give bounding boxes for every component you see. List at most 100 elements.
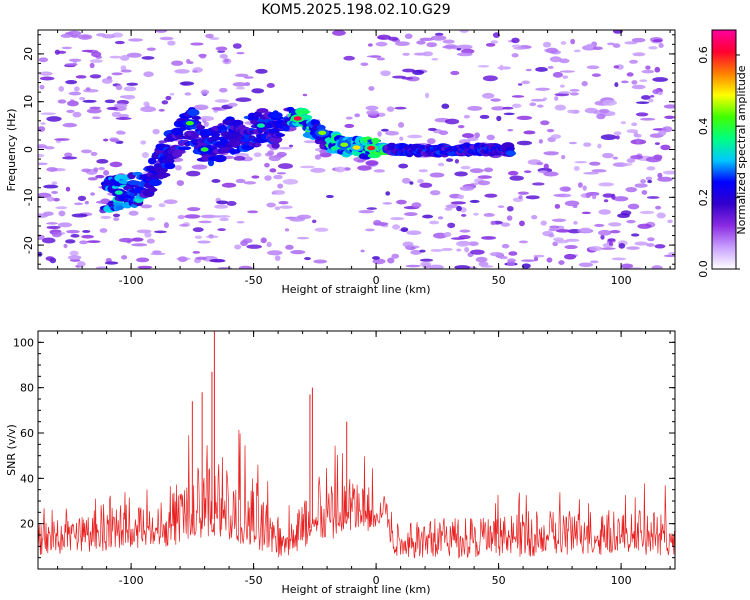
spectrogram-noise-blob — [81, 234, 94, 239]
spectrogram-noise-blob — [128, 210, 139, 216]
spectrogram-noise-blob — [314, 227, 329, 232]
y-tick-label: -10 — [22, 188, 35, 206]
spectrogram-noise-blob — [589, 161, 601, 166]
spectrogram-noise-blob — [548, 227, 558, 232]
spectrogram-noise-blob — [582, 185, 587, 191]
spectrogram-noise-blob — [124, 95, 136, 100]
spectrogram-noise-blob — [69, 250, 79, 256]
spectrogram-noise-blob — [113, 216, 120, 222]
spectrogram-noise-blob — [245, 155, 251, 162]
spectrogram-noise-blob — [546, 47, 558, 54]
spectrogram-noise-blob — [469, 199, 480, 203]
spectrogram-noise-blob — [491, 106, 506, 111]
spectrogram-noise-blob — [645, 176, 653, 181]
spectrogram-noise-blob — [39, 84, 45, 90]
spectrogram-noise-blob — [334, 166, 346, 173]
spectrogram-signal-blob — [157, 172, 171, 178]
spectrogram-noise-blob — [612, 30, 623, 34]
spectrogram-noise-blob — [79, 240, 88, 245]
spectrogram-signal-blob — [209, 135, 221, 141]
spectrogram-noise-blob — [205, 33, 214, 39]
spectrogram-noise-blob — [639, 79, 648, 83]
spectrogram-noise-blob — [554, 96, 559, 101]
spectrogram-noise-blob — [625, 186, 638, 193]
spectrogram-noise-blob — [46, 196, 55, 202]
spectrogram-hot-core — [256, 123, 265, 128]
spectrogram-noise-blob — [111, 72, 123, 76]
spectrogram-noise-blob — [444, 118, 460, 125]
spectrogram-signal-blob — [207, 159, 215, 167]
spectrogram-noise-blob — [611, 257, 627, 261]
spectrogram-signal-blob — [212, 154, 227, 163]
spectrogram-x-axis: -100 -50 0 50 100 — [57, 30, 671, 287]
spectrogram-noise-blob — [412, 69, 425, 76]
spectrogram-noise-blob — [657, 176, 673, 182]
spectrogram-noise-blob — [635, 101, 650, 104]
spectrogram-noise-blob — [602, 99, 617, 106]
spectrogram-noise-blob — [525, 195, 540, 200]
spectrogram-noise-blob — [171, 60, 184, 66]
spectrogram-noise-blob — [185, 170, 201, 177]
spectrogram-noise-blob — [639, 117, 656, 121]
spectrogram-noise-blob — [51, 190, 58, 195]
spectrogram-noise-blob — [558, 91, 571, 94]
spectrogram-noise-blob — [543, 163, 549, 170]
spectrogram-noise-blob — [77, 261, 86, 267]
spectrogram-noise-blob — [546, 257, 553, 263]
spectrogram-noise-blob — [518, 195, 523, 200]
spectrogram-noise-blob — [77, 195, 87, 201]
snr-highlight-spikes — [191, 331, 348, 529]
spectrogram-noise-blob — [106, 106, 119, 111]
spectrogram-noise-blob — [394, 106, 407, 110]
spectrogram-noise-blob — [193, 104, 209, 111]
spectrogram-noise-blob — [454, 265, 471, 269]
spectrogram-signal-blob — [256, 108, 269, 114]
spectrogram-noise-blob — [126, 52, 142, 58]
spectrogram-noise-blob — [404, 245, 412, 250]
spectrogram-noise-blob — [375, 41, 388, 47]
spectrogram-noise-blob — [284, 228, 290, 232]
spectrogram-noise-blob — [366, 109, 379, 116]
spectrogram-noise-blob — [214, 99, 230, 103]
spectrogram-noise-blob — [427, 138, 436, 145]
spectrogram-noise-blob — [558, 260, 565, 265]
spectrogram-noise-blob — [402, 68, 416, 73]
spectrogram-noise-blob — [39, 76, 55, 81]
spectrogram-noise-blob — [282, 178, 299, 185]
spectrogram-noise-blob — [401, 77, 413, 80]
spectrogram-noise-blob — [236, 51, 245, 55]
spectrogram-hot-core — [114, 190, 123, 195]
spectrogram-noise-blob — [238, 265, 253, 269]
spectrogram-noise-blob — [251, 88, 265, 94]
spectrogram-noise-blob — [141, 56, 155, 60]
spectrogram-noise-blob — [569, 92, 579, 96]
y-tick-label: 80 — [20, 382, 34, 395]
spectrogram-noise-blob — [67, 255, 82, 260]
spectrogram-noise-blob — [75, 75, 87, 79]
spectrogram-noise-blob — [402, 52, 410, 56]
spectrogram-y-axis: -20 -10 0 10 20 — [22, 34, 675, 265]
spectrogram-noise-blob — [232, 43, 242, 49]
spectrogram-noise-blob — [663, 104, 675, 109]
spectrogram-noise-blob — [606, 42, 615, 46]
spectrogram-noise-blob — [80, 149, 92, 154]
spectrogram-noise-blob — [490, 40, 499, 44]
spectrogram-noise-blob — [211, 107, 223, 111]
spectrogram-noise-blob — [501, 243, 510, 249]
spectrogram-noise-blob — [44, 146, 55, 150]
spectrogram-noise-blob — [158, 203, 166, 208]
spectrogram-noise-blob — [573, 220, 578, 225]
x-tick-label: 100 — [611, 274, 632, 287]
spectrogram-noise-blob — [51, 231, 62, 238]
spectrogram-noise-blob — [235, 86, 246, 90]
spectrogram-noise-blob — [38, 154, 45, 158]
x-tick-label: -50 — [245, 274, 263, 287]
spectrogram-noise-blob — [657, 172, 663, 178]
spectrogram-noise-blob — [42, 211, 54, 216]
spectrogram-noise-blob — [573, 49, 581, 53]
spectrogram-noise-blob — [267, 250, 283, 256]
spectrogram-noise-blob — [304, 257, 311, 261]
spectrogram-noise-blob — [646, 243, 655, 247]
spectrogram-noise-blob — [227, 102, 238, 107]
colorbar-tick-label: 0.2 — [697, 189, 710, 207]
